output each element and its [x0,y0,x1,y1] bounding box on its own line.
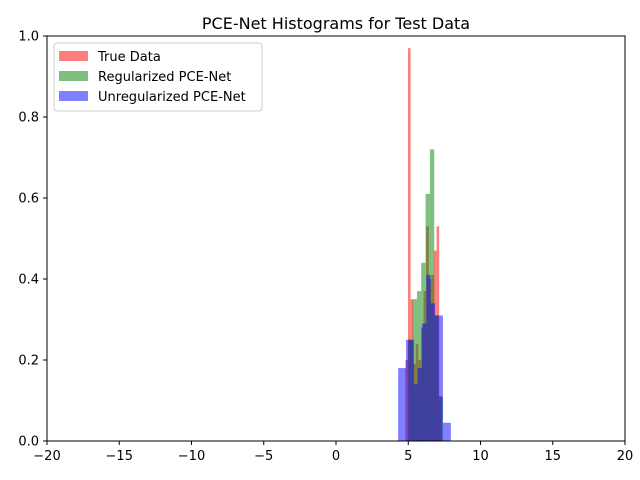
y-tick-label: 0.4 [18,273,39,288]
histogram-bar [421,323,427,441]
y-tick-label: 1.0 [18,30,39,45]
histogram-bar [407,48,411,442]
legend-swatch [59,71,88,81]
legend-label: Unregularized PCE-Net [98,90,246,105]
histogram-bar [398,368,407,441]
y-axis: 0.0 0.2 0.4 0.6 0.8 1.0 [18,30,47,450]
x-tick-label: 0 [332,449,340,464]
legend-label: Regularized PCE-Net [98,70,231,85]
x-tick-label: −15 [106,449,133,464]
histogram-bar [406,339,415,441]
histogram-bar [430,303,435,441]
legend-swatch [59,51,88,61]
bars-layer [398,48,451,442]
y-tick-label: 0.6 [18,192,39,207]
x-tick-label: 20 [617,449,634,464]
legend-label: True Data [97,50,161,65]
series-3 [398,274,451,441]
y-tick-label: 0.8 [18,111,39,126]
histogram-bar [414,384,418,441]
legend-swatch [59,91,88,101]
histogram-bar [412,299,417,441]
x-tick-label: −5 [254,449,273,464]
y-tick-label: 0.0 [18,435,39,450]
legend-box [53,42,263,112]
x-tick-label: 5 [404,449,412,464]
x-tick-label: −10 [178,449,205,464]
histogram-bar [434,315,443,441]
histogram-bar [426,274,431,441]
histogram-bar [416,291,422,441]
chart-title: PCE-Net Histograms for Test Data [202,14,470,33]
legend: True Data Regularized PCE-Net Unregularize… [53,42,263,112]
x-tick-label: 15 [544,449,561,464]
x-tick-label: −20 [33,449,60,464]
x-tick-label: 10 [472,449,489,464]
histogram-bar [429,149,435,441]
y-tick-label: 0.2 [18,354,39,369]
x-axis: −20 −15 −10 −5 0 5 10 15 20 [33,441,633,464]
histogram-bar [417,368,422,441]
histogram-bar [442,422,451,441]
